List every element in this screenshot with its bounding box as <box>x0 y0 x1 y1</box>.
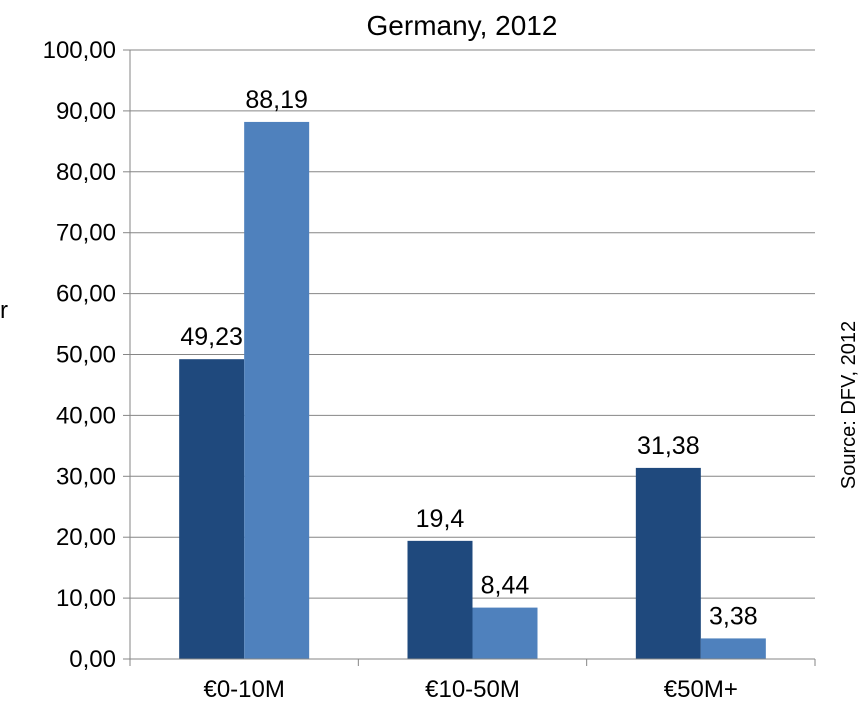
y-tick-label: 20,00 <box>56 524 116 551</box>
x-category-label: €50M+ <box>664 676 738 703</box>
data-label: 31,38 <box>637 432 700 460</box>
bar <box>179 359 245 659</box>
data-label: 8,44 <box>481 572 530 600</box>
y-tick-label: 0,00 <box>69 646 116 673</box>
bar <box>635 467 701 659</box>
data-label: 19,4 <box>416 505 465 533</box>
x-axis-categories: €0-10M €10-50M €50M+ <box>203 676 737 703</box>
data-label: 49,23 <box>180 323 243 351</box>
bar <box>244 121 310 659</box>
y-tick-label: 50,00 <box>56 342 116 369</box>
bar <box>472 607 538 659</box>
x-category-label: €10-50M <box>425 676 520 703</box>
data-label: 88,19 <box>245 86 308 114</box>
bar <box>407 540 473 659</box>
y-tick-label: 60,00 <box>56 281 116 308</box>
x-category-label: €0-10M <box>203 676 284 703</box>
chart-title: Germany, 2012 <box>367 10 558 41</box>
y-axis-ticks: 0,00 10,00 20,00 30,00 40,00 50,00 60,00 70,00 8… <box>43 37 130 673</box>
y-tick-label: 70,00 <box>56 220 116 247</box>
y-tick-label: 80,00 <box>56 159 116 186</box>
source-note: Source: DFV, 2012 <box>838 321 860 489</box>
y-axis-label: r <box>0 297 8 324</box>
data-label: 3,38 <box>709 602 758 630</box>
bar <box>700 638 766 659</box>
y-tick-label: 10,00 <box>56 585 116 612</box>
bars <box>179 121 766 659</box>
y-tick-label: 100,00 <box>43 37 116 64</box>
y-tick-label: 40,00 <box>56 402 116 429</box>
data-labels: 49,23 88,19 19,4 8,44 31,38 3,38 <box>180 86 757 630</box>
y-tick-label: 90,00 <box>56 98 116 125</box>
y-tick-label: 30,00 <box>56 463 116 490</box>
